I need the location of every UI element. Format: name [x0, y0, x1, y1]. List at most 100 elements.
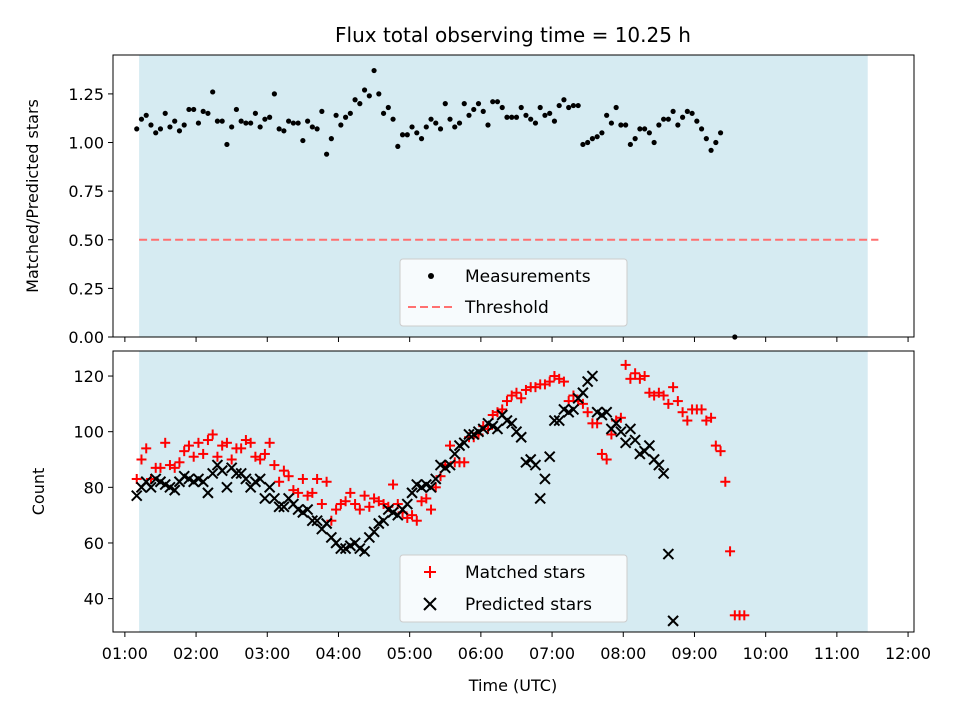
predicted-star-point: [539, 473, 551, 485]
measurement-point: [480, 108, 486, 114]
measurement-point: [172, 118, 178, 124]
matched-star-point: [293, 487, 304, 498]
x-tick-label: 07:00: [529, 644, 575, 663]
legend-box: [399, 258, 628, 327]
predicted-star-point: [543, 451, 556, 463]
legend-marker-measurements: [428, 273, 434, 279]
measurement-point: [613, 104, 619, 111]
predicted-star-point: [449, 448, 461, 460]
matched-star-point: [658, 390, 669, 401]
measurement-point: [494, 99, 501, 105]
measurement-point: [618, 122, 624, 128]
matched-star-point: [312, 473, 323, 484]
matched-star-point: [668, 382, 679, 393]
measurement-point: [390, 116, 396, 122]
measurement-point: [689, 110, 695, 116]
measurement-point: [509, 114, 515, 120]
predicted-star-point: [278, 501, 290, 513]
measurement-point: [153, 130, 159, 136]
matched-star-point: [715, 446, 726, 457]
measurement-point: [191, 106, 197, 113]
y-tick-label: 1.25: [68, 85, 104, 104]
measurement-point: [475, 101, 482, 107]
predicted-star-point: [145, 481, 157, 494]
matched-star-point: [706, 412, 717, 423]
matched-star-point: [350, 499, 361, 510]
measurement-point: [608, 120, 615, 126]
matched-star-point: [198, 448, 209, 459]
measurement-point: [589, 136, 596, 142]
matched-star-point: [141, 443, 152, 454]
measurement-point: [414, 130, 420, 136]
top-panel-legend: Measurements Threshold: [399, 258, 628, 327]
measurement-point: [176, 128, 183, 134]
measurement-point: [561, 97, 567, 103]
matched-star-point: [639, 371, 650, 382]
y-tick-label: 0.00: [68, 328, 104, 347]
measurement-point: [338, 122, 344, 128]
matched-star-point: [682, 415, 693, 426]
matched-star-point: [720, 476, 731, 487]
measurement-point: [580, 141, 586, 148]
matched-star-point: [696, 404, 707, 415]
matched-star-point: [663, 398, 674, 409]
measurement-point: [295, 120, 301, 126]
matched-star-point: [672, 396, 683, 407]
predicted-star-point: [553, 414, 565, 427]
matched-star-point: [677, 407, 688, 418]
matched-star-point: [596, 448, 607, 459]
bottom-panel-counts: 40 60 80 100 120 01:00 02:00 03:00 04:00 05:00 06…: [29, 350, 931, 663]
matched-star-point: [421, 493, 432, 504]
measurement-point: [604, 112, 610, 118]
matched-star-point: [577, 398, 588, 409]
predicted-star-point: [567, 403, 580, 416]
measurement-point: [627, 141, 633, 148]
measurement-point: [694, 118, 700, 124]
measurement-point: [670, 108, 676, 114]
predicted-star-point: [240, 473, 252, 485]
measurement-point: [684, 108, 690, 114]
bottom-panel-legend: Matched stars Predicted stars: [399, 554, 628, 623]
measurement-point: [642, 126, 648, 132]
predicted-star-point: [506, 417, 518, 430]
matched-star-point: [497, 404, 508, 415]
matched-star-point: [501, 396, 512, 407]
measurement-point: [281, 128, 287, 134]
bottom-panel-y-axis-label: Count: [29, 468, 48, 516]
matched-star-point: [212, 451, 223, 462]
measurement-point: [286, 118, 292, 124]
y-tick-label: 0.75: [68, 182, 104, 201]
y-tick-label: 1.00: [68, 134, 104, 153]
measurement-point: [319, 108, 325, 114]
top-panel-x-ticks: [124, 337, 909, 342]
measurement-point: [262, 116, 268, 122]
measurement-point: [342, 114, 349, 120]
measurement-point: [333, 112, 339, 118]
predicted-star-point: [259, 492, 271, 505]
measurement-point: [513, 114, 520, 120]
matched-star-point: [354, 504, 365, 515]
matched-star-point: [601, 454, 612, 465]
measurement-point: [205, 110, 211, 116]
predicted-star-point: [534, 492, 546, 505]
measurement-point: [423, 124, 429, 130]
measurement-point: [167, 124, 173, 130]
predicted-star-point: [529, 459, 542, 471]
measurement-point: [366, 93, 372, 99]
predicted-star-point: [458, 437, 470, 449]
bottom-panel-y-ticks: 40 60 80 100 120: [73, 367, 113, 609]
measurement-point: [585, 139, 591, 146]
matched-star-point: [725, 546, 736, 557]
predicted-star-point: [263, 481, 276, 494]
top-panel-frame: [112, 54, 915, 338]
matched-star-point: [307, 487, 318, 498]
measurement-point: [290, 120, 296, 126]
measurement-point: [442, 101, 448, 107]
measurement-point: [300, 137, 306, 144]
measurement-point: [708, 147, 714, 153]
measurement-point: [599, 130, 605, 136]
predicted-star-point: [301, 503, 314, 516]
matched-star-point: [321, 476, 332, 487]
measurement-point: [452, 124, 458, 130]
measurement-point: [376, 91, 382, 97]
